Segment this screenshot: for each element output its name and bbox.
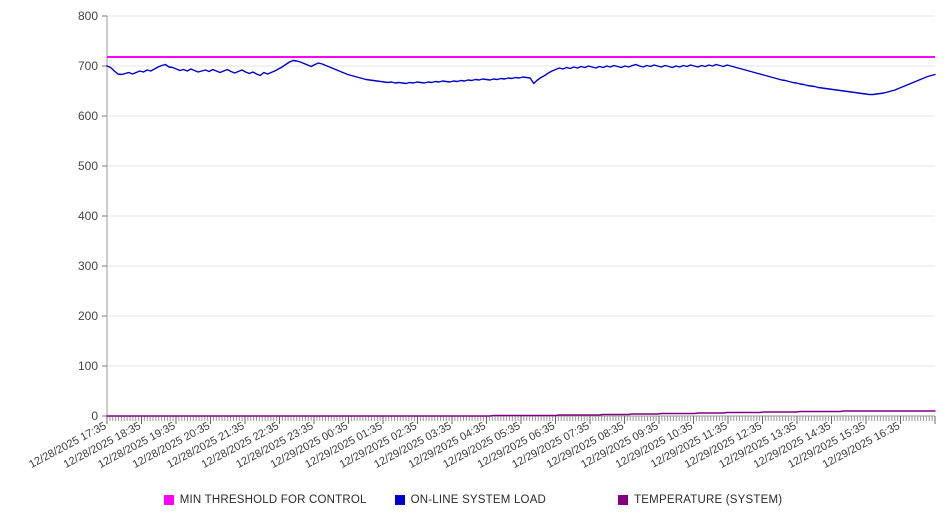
y-axis-tick-label: 200 bbox=[78, 309, 98, 323]
legend-item-min-threshold-for-control[interactable]: MIN THRESHOLD FOR CONTROL bbox=[163, 494, 367, 506]
y-axis-tick-label: 500 bbox=[78, 159, 98, 173]
y-axis-tick-label: 400 bbox=[78, 209, 98, 223]
legend-swatch-icon bbox=[163, 495, 174, 505]
legend-item-on-line-system-load[interactable]: ON-LINE SYSTEM LOAD bbox=[394, 494, 547, 506]
y-axis-tick-label: 800 bbox=[78, 9, 98, 23]
y-axis-tick-label: 600 bbox=[78, 109, 98, 123]
legend-swatch-icon bbox=[618, 495, 629, 505]
data-series-group bbox=[106, 56, 936, 417]
y-axis: 0 100 200 300 400 500 600 700 800 bbox=[78, 9, 108, 423]
legend-swatch-icon bbox=[394, 495, 405, 505]
y-axis-tick-label: 100 bbox=[78, 359, 98, 373]
legend-label: ON-LINE SYSTEM LOAD bbox=[410, 494, 547, 506]
legend-label: TEMPERATURE (SYSTEM) bbox=[634, 494, 783, 506]
chart-legend: MIN THRESHOLD FOR CONTROL ON-LINE SYSTEM… bbox=[0, 494, 946, 506]
y-axis-tick-label: 700 bbox=[78, 59, 98, 73]
legend-label: MIN THRESHOLD FOR CONTROL bbox=[179, 494, 367, 506]
x-axis-minor-ticks bbox=[106, 416, 936, 424]
legend-item-temperature-system[interactable]: TEMPERATURE (SYSTEM) bbox=[618, 494, 782, 506]
series-line-on-line-system-load bbox=[106, 59, 936, 96]
series-line-temperature-system bbox=[106, 410, 936, 417]
line-chart-plot: 0 100 200 300 400 500 600 700 800 12/28/2025 17:… bbox=[27, 9, 936, 471]
y-axis-tick-label: 300 bbox=[78, 259, 98, 273]
y-axis-tick-label: 0 bbox=[91, 409, 98, 423]
gridlines-group bbox=[107, 15, 935, 367]
